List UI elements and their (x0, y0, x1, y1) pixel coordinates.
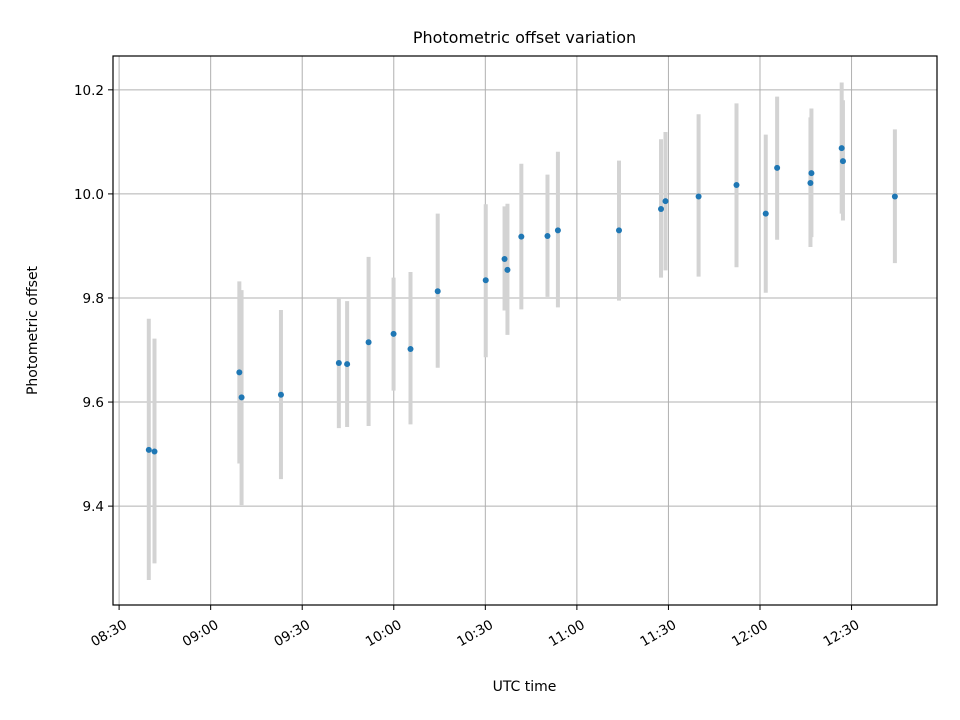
data-point (434, 288, 441, 295)
y-tick-label: 9.4 (83, 499, 104, 515)
data-point (407, 345, 414, 352)
data-point (344, 361, 351, 368)
x-tick-label: 12:30 (821, 617, 863, 650)
x-tick-label: 11:30 (638, 617, 680, 650)
y-tick-label: 10.0 (74, 187, 104, 203)
chart-title: Photometric offset variation (413, 28, 636, 47)
data-point (615, 227, 622, 234)
x-tick-label: 09:00 (180, 617, 222, 650)
x-tick-label: 11:00 (546, 617, 588, 650)
data-point (808, 170, 815, 177)
data-point (891, 193, 898, 200)
data-point (658, 205, 665, 212)
data-point (390, 330, 397, 337)
y-axis-ticks: 9.4 9.6 9.8 10.0 10.2 (74, 83, 113, 515)
x-tick-label: 10:30 (454, 617, 496, 650)
data-points (145, 145, 898, 455)
y-axis-label: Photometric offset (25, 265, 41, 395)
data-point (554, 227, 561, 234)
data-point (838, 145, 845, 152)
data-point (145, 446, 152, 453)
data-point (501, 255, 508, 262)
x-tick-label: 12:00 (729, 617, 771, 650)
data-point (238, 394, 245, 401)
x-axis-ticks: 08:30 09:00 09:30 10:00 10:30 11:00 11:30 12:00… (88, 605, 862, 650)
data-point (365, 339, 372, 346)
data-point (544, 233, 551, 240)
data-point (733, 182, 740, 189)
data-point (762, 210, 769, 217)
data-point (482, 277, 489, 284)
data-point (236, 369, 243, 376)
data-point (277, 391, 284, 398)
x-tick-label: 08:30 (88, 617, 130, 650)
data-point (839, 158, 846, 165)
x-axis-label: UTC time (493, 679, 557, 695)
data-point (807, 179, 814, 186)
y-tick-label: 9.8 (83, 291, 104, 307)
error-bars (146, 82, 897, 581)
y-tick-label: 9.6 (83, 395, 104, 411)
data-point (504, 266, 511, 273)
data-point (335, 360, 342, 367)
y-tick-label: 10.2 (74, 83, 104, 99)
data-point (151, 448, 158, 455)
data-point (518, 233, 525, 240)
data-point (662, 198, 669, 205)
x-tick-label: 10:00 (363, 617, 405, 650)
plot-frame (112, 55, 938, 606)
x-tick-label: 09:30 (271, 617, 313, 650)
data-point (774, 164, 781, 171)
data-point (695, 193, 702, 200)
